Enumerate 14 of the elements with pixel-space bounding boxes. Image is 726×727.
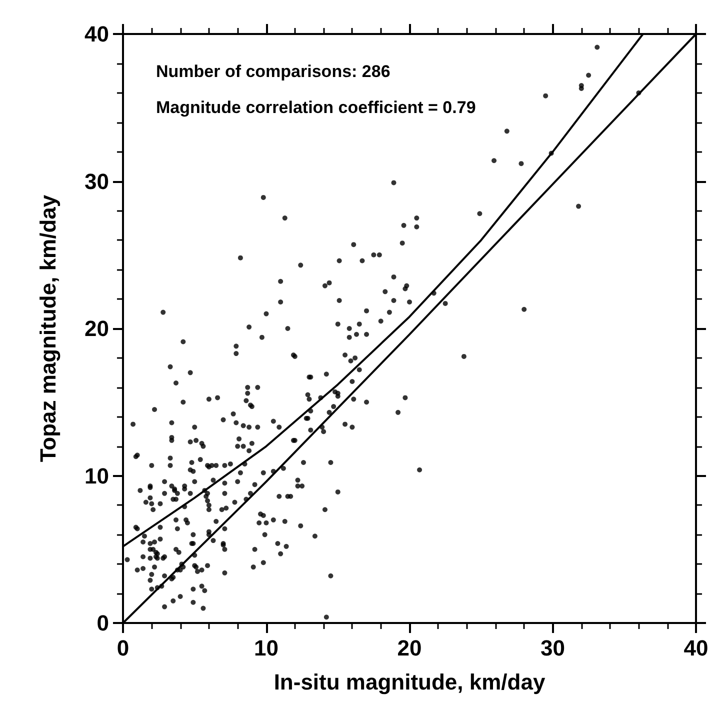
y-tick-label: 30 (84, 168, 109, 194)
x-tick-label: 40 (684, 636, 708, 660)
x-tick-label: 10 (254, 636, 278, 660)
y-tick-label: 0 (96, 610, 109, 636)
x-tick-label: 20 (397, 636, 422, 660)
y-tick-label: 20 (84, 316, 109, 341)
y-tick-label: 40 (84, 22, 109, 46)
x-axis-title: In-situ magnitude, km/day (274, 670, 546, 694)
y-axis-title: Topaz magnitude, km/day (36, 194, 60, 462)
x-tick-label: 30 (540, 636, 565, 660)
x-tick-label: 0 (116, 636, 130, 660)
y-tick-label: 10 (84, 463, 109, 488)
annotation: Number of comparisons: 286 (156, 62, 390, 81)
annotation: Magnitude correlation coefficient = 0.79 (156, 98, 476, 117)
